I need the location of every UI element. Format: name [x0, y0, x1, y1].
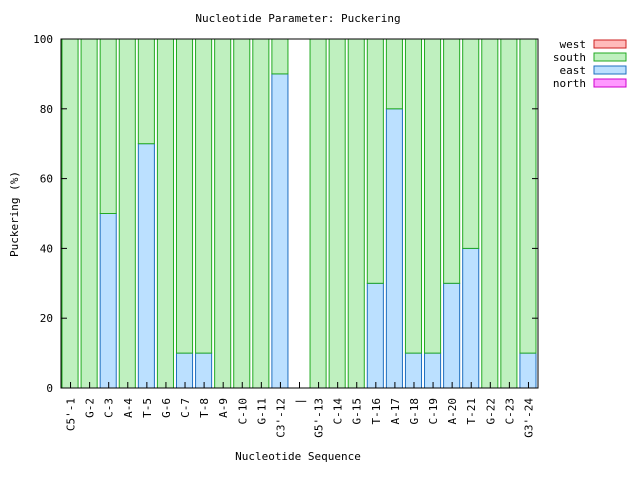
bar-east-g-18 [404, 352, 423, 389]
x-tick-label: G5'-13 [313, 398, 326, 438]
bar-south-g-15 [347, 38, 365, 389]
y-tick-label: 40 [40, 242, 53, 255]
x-tick-label: C-3 [103, 398, 116, 418]
x-tick-label: T-16 [370, 398, 383, 425]
x-ticks: C5'-1 G-2 C-3 A-4 T-5 G-6 C-7 T-8 A-9 C-10 G-11 C3'… [65, 382, 535, 438]
bar-south-a-9 [214, 38, 232, 389]
x-tick-label: G-22 [484, 398, 497, 425]
bar-south-c-19 [424, 38, 442, 354]
x-tick-label: G-11 [255, 398, 268, 425]
bar-south-c-10 [233, 38, 251, 389]
x-tick-label: | [294, 398, 307, 405]
bar-east-a-17 [385, 108, 403, 389]
bar-south-g-11 [252, 38, 270, 389]
legend-label-north: north [553, 77, 586, 90]
legend-label-east: east [560, 64, 587, 77]
x-tick-label: G-2 [84, 398, 97, 418]
bar-south-g-2 [80, 38, 98, 389]
legend-swatch-west [593, 39, 627, 49]
bar-south-a-4 [118, 38, 136, 389]
bar-south-t-5 [137, 38, 155, 145]
x-tick-label: C3'-12 [274, 398, 287, 438]
x-tick-label: G3'-24 [522, 398, 535, 438]
bar-east-c3-12 [271, 73, 289, 389]
legend-swatch-south [593, 52, 627, 62]
bar-south-t-8 [195, 38, 213, 354]
bar-south-c-7 [175, 38, 194, 354]
bar-south-c-14 [328, 38, 346, 389]
y-axis-label: Puckering (%) [8, 171, 21, 257]
x-tick-label: C-7 [179, 398, 192, 418]
bar-south-t-16 [366, 38, 384, 284]
bar-south-c5-1 [61, 38, 79, 389]
y-tick-label: 0 [46, 382, 53, 395]
x-tick-label: C-14 [332, 398, 345, 425]
bar-south-a-20 [443, 38, 461, 284]
bar-south-c-23 [500, 38, 518, 389]
bar-south-g5-13 [309, 38, 327, 389]
bar-east-a-20 [443, 282, 461, 389]
x-tick-label: A-17 [389, 398, 402, 425]
y-tick-label: 80 [40, 103, 53, 116]
x-tick-label: A-20 [446, 398, 459, 425]
x-tick-label: G-6 [160, 398, 173, 418]
x-tick-label: T-8 [198, 398, 211, 418]
x-tick-label: T-21 [465, 398, 478, 425]
legend-label-west: west [560, 38, 587, 51]
bar-east-t-5 [137, 143, 155, 389]
bar-south-g3-24 [519, 38, 537, 354]
x-tick-label: A-9 [217, 398, 230, 418]
legend-swatch-east [593, 65, 627, 75]
bar-south-g-22 [481, 38, 499, 389]
y-ticks: 0 20 40 60 80 100 [33, 33, 538, 395]
x-tick-label: C-10 [236, 398, 249, 425]
bar-east-t-16 [366, 282, 384, 389]
plot-frame [60, 38, 539, 389]
chart-title: Nucleotide Parameter: Puckering [195, 12, 400, 25]
x-tick-label: C-23 [503, 398, 516, 425]
legend-label-south: south [553, 51, 586, 64]
y-tick-label: 100 [33, 33, 53, 46]
bars-group [61, 38, 537, 389]
bar-east-c-3 [99, 213, 117, 389]
x-tick-label: C5'-1 [65, 398, 78, 431]
bar-south-c-3 [99, 38, 117, 214]
bar-east-t-21 [462, 247, 480, 389]
y-tick-label: 60 [40, 173, 53, 186]
x-tick-label: A-4 [122, 398, 135, 418]
x-tick-label: T-5 [141, 398, 154, 418]
bar-south-a-17 [385, 38, 403, 110]
bar-east-c-7 [175, 352, 194, 389]
x-axis-label: Nucleotide Sequence [235, 450, 361, 463]
y-tick-label: 20 [40, 312, 53, 325]
bar-south-g-6 [156, 38, 174, 389]
x-tick-label: G-15 [351, 398, 364, 425]
x-tick-label: G-18 [408, 398, 421, 425]
legend-swatch-north [593, 78, 627, 88]
x-tick-label: C-19 [427, 398, 440, 425]
bar-east-g3-24 [519, 352, 537, 389]
bar-south-c3-12 [271, 38, 289, 75]
bar-south-g-18 [404, 38, 423, 354]
bar-south-t-21 [462, 38, 480, 249]
